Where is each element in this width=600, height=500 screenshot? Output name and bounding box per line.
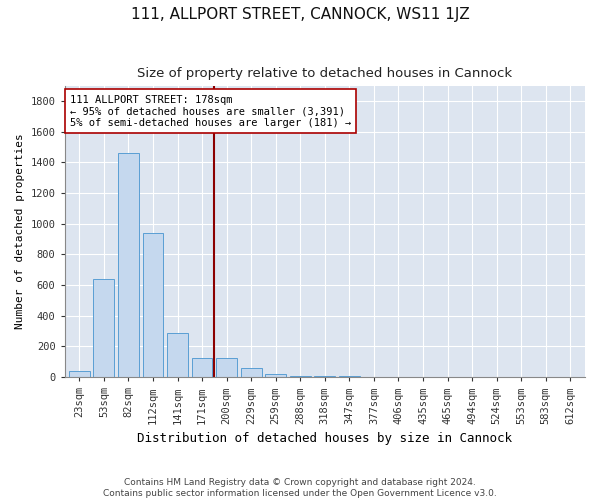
Text: 111, ALLPORT STREET, CANNOCK, WS11 1JZ: 111, ALLPORT STREET, CANNOCK, WS11 1JZ bbox=[131, 8, 469, 22]
Bar bbox=[94, 279, 114, 377]
Bar bbox=[216, 358, 237, 377]
Bar bbox=[290, 376, 311, 377]
Bar bbox=[191, 358, 212, 377]
Title: Size of property relative to detached houses in Cannock: Size of property relative to detached ho… bbox=[137, 68, 512, 80]
Text: 111 ALLPORT STREET: 178sqm
← 95% of detached houses are smaller (3,391)
5% of se: 111 ALLPORT STREET: 178sqm ← 95% of deta… bbox=[70, 94, 351, 128]
Bar bbox=[69, 371, 90, 377]
Y-axis label: Number of detached properties: Number of detached properties bbox=[15, 134, 25, 330]
Bar bbox=[314, 376, 335, 377]
Bar bbox=[241, 368, 262, 377]
Bar bbox=[118, 154, 139, 377]
Bar bbox=[143, 233, 163, 377]
Bar bbox=[265, 374, 286, 377]
Bar bbox=[167, 334, 188, 377]
X-axis label: Distribution of detached houses by size in Cannock: Distribution of detached houses by size … bbox=[137, 432, 512, 445]
Bar bbox=[339, 376, 360, 377]
Text: Contains HM Land Registry data © Crown copyright and database right 2024.
Contai: Contains HM Land Registry data © Crown c… bbox=[103, 478, 497, 498]
